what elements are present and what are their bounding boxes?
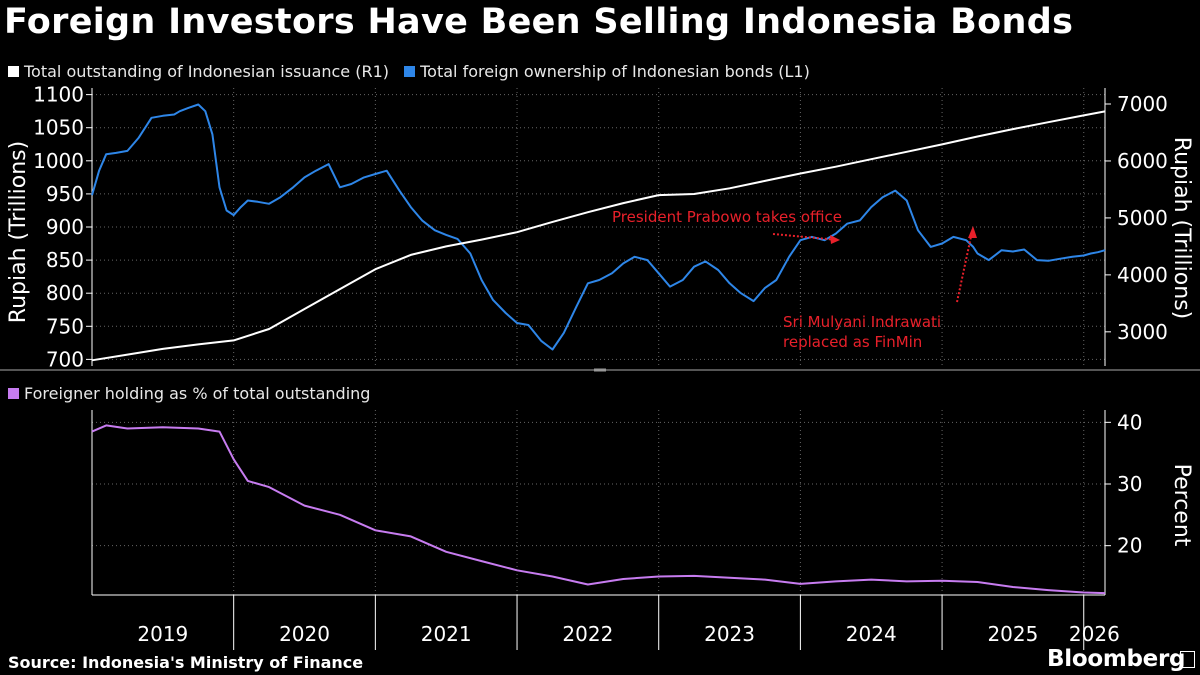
legend-swatch-foreign [404,66,416,77]
legend-label-issuance: Total outstanding of Indonesian issuance… [24,62,390,81]
annotation-arrowhead-sri [968,226,977,238]
xtick-2024: 2024 [846,622,897,646]
legend-swatch-issuance [8,66,19,77]
annotation-arrowhead-prabowo [830,235,840,244]
ylabel-left-top: Rupiah (Trillions) [6,141,31,323]
xtick-2020: 2020 [279,622,330,646]
axes [0,88,1200,650]
ytick-left-850: 850 [46,248,84,272]
annotations: President Prabowo takes office Sri Mulya… [612,208,977,351]
grid-top [92,88,1105,366]
xtick-2021: 2021 [421,622,472,646]
legend-bottom: Foreigner holding as % of total outstand… [8,384,380,403]
annotation-sri-mulyani: Sri Mulyani Indrawati [783,313,941,331]
ytick-right-3000: 3000 [1117,320,1168,344]
ytick-left-1000: 1000 [33,149,84,173]
ytick-left-1100: 1100 [33,83,84,107]
ytick-left-1050: 1050 [33,116,84,140]
annotation-finmin: replaced as FinMin [783,333,922,351]
chart-title: Foreign Investors Have Been Selling Indo… [4,2,1074,42]
source-note: Source: Indonesia's Ministry of Finance [8,653,364,672]
series-line-foreign-ownership [91,103,1106,351]
annotation-arrow-sri [956,231,973,303]
ytick-pct-40: 40 [1117,410,1142,434]
series-line-foreign-percent [91,424,1106,595]
ytick-right-4000: 4000 [1117,263,1168,287]
ytick-right-5000: 5000 [1117,206,1168,230]
grid-bottom [92,410,1105,595]
ylabel-right-bottom: Percent [1169,464,1194,547]
ytick-right-6000: 6000 [1117,149,1168,173]
annotation-arrow-prabowo [772,233,839,241]
ylabel-right-top: Rupiah (Trillions) [1169,137,1194,319]
ytick-right-7000: 7000 [1117,92,1168,116]
xtick-2026: 2026 [1069,622,1120,646]
ytick-pct-20: 20 [1117,534,1142,558]
bloomberg-logo: Bloomberg [1047,646,1186,672]
ytick-left-900: 900 [46,215,84,239]
legend-top: Total outstanding of Indonesian issuance… [8,62,820,81]
xtick-2019: 2019 [137,622,188,646]
legend-label-percent: Foreigner holding as % of total outstand… [24,384,371,403]
ytick-left-950: 950 [46,182,84,206]
annotation-prabowo: President Prabowo takes office [612,208,842,226]
ytick-left-750: 750 [46,314,84,338]
legend-swatch-percent [8,388,19,399]
xtick-2025: 2025 [987,622,1038,646]
series-line-total-issuance [91,110,1106,362]
xtick-2022: 2022 [562,622,613,646]
legend-label-foreign: Total foreign ownership of Indonesian bo… [420,62,810,81]
ytick-left-700: 700 [46,347,84,371]
ytick-pct-30: 30 [1117,472,1142,496]
tick-labels: 700 750 800 850 900 950 1000 1050 1100 3000 4000 50… [33,83,1168,646]
ytick-left-800: 800 [46,281,84,305]
bloomberg-terminal-icon [1180,651,1195,668]
series-layer [91,103,1106,595]
xtick-2023: 2023 [704,622,755,646]
